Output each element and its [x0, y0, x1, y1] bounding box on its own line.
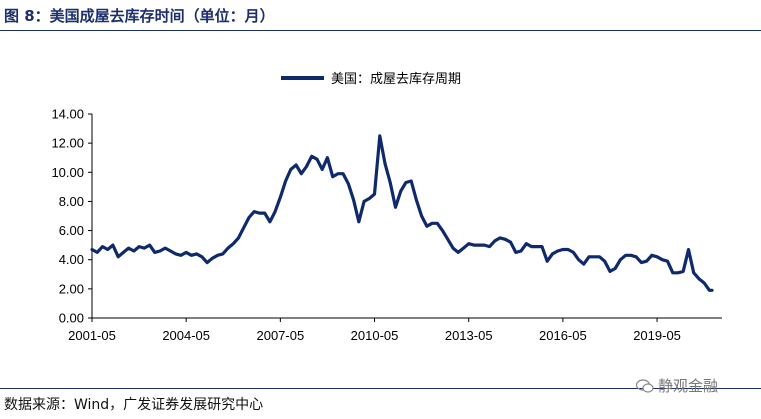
bottom-divider	[0, 388, 761, 389]
y-tick-label: 14.00	[51, 107, 84, 122]
figure-title: 图 8：美国成屋去库存时间（单位：月）	[4, 7, 275, 25]
series-line	[90, 134, 714, 292]
watermark: 静观金融	[636, 375, 718, 396]
x-tick-label: 2019-05	[633, 328, 681, 343]
y-tick-label: 10.00	[51, 165, 84, 180]
x-tick-label: 2016-05	[539, 328, 587, 343]
y-tick-label: 6.00	[59, 223, 84, 238]
y-tick-label: 0.00	[59, 311, 84, 326]
y-tick-label: 8.00	[59, 194, 84, 209]
x-tick-label: 2013-05	[445, 328, 493, 343]
y-tick-label: 12.00	[51, 136, 84, 151]
line-chart: 美国：成屋去库存周期 0.00 2.00 4.00 6.00 8.00 10.00 12.0…	[51, 71, 722, 343]
legend-label: 美国：成屋去库存周期	[331, 71, 461, 87]
x-tick-label: 2004-05	[162, 328, 210, 343]
chart-legend: 美国：成屋去库存周期	[281, 71, 461, 87]
top-divider	[0, 30, 761, 31]
x-tick-label: 2010-05	[351, 328, 399, 343]
y-tick-label: 2.00	[59, 281, 84, 296]
wechat-icon	[636, 378, 654, 393]
y-tick-label: 4.00	[59, 252, 84, 267]
x-tick-label: 2007-05	[256, 328, 304, 343]
x-tick-label: 2001-05	[68, 328, 116, 343]
data-source-note: 数据来源：Wind，广发证券发展研究中心	[4, 397, 264, 413]
watermark-text: 静观金融	[658, 377, 719, 395]
chart-axes	[91, 114, 722, 319]
